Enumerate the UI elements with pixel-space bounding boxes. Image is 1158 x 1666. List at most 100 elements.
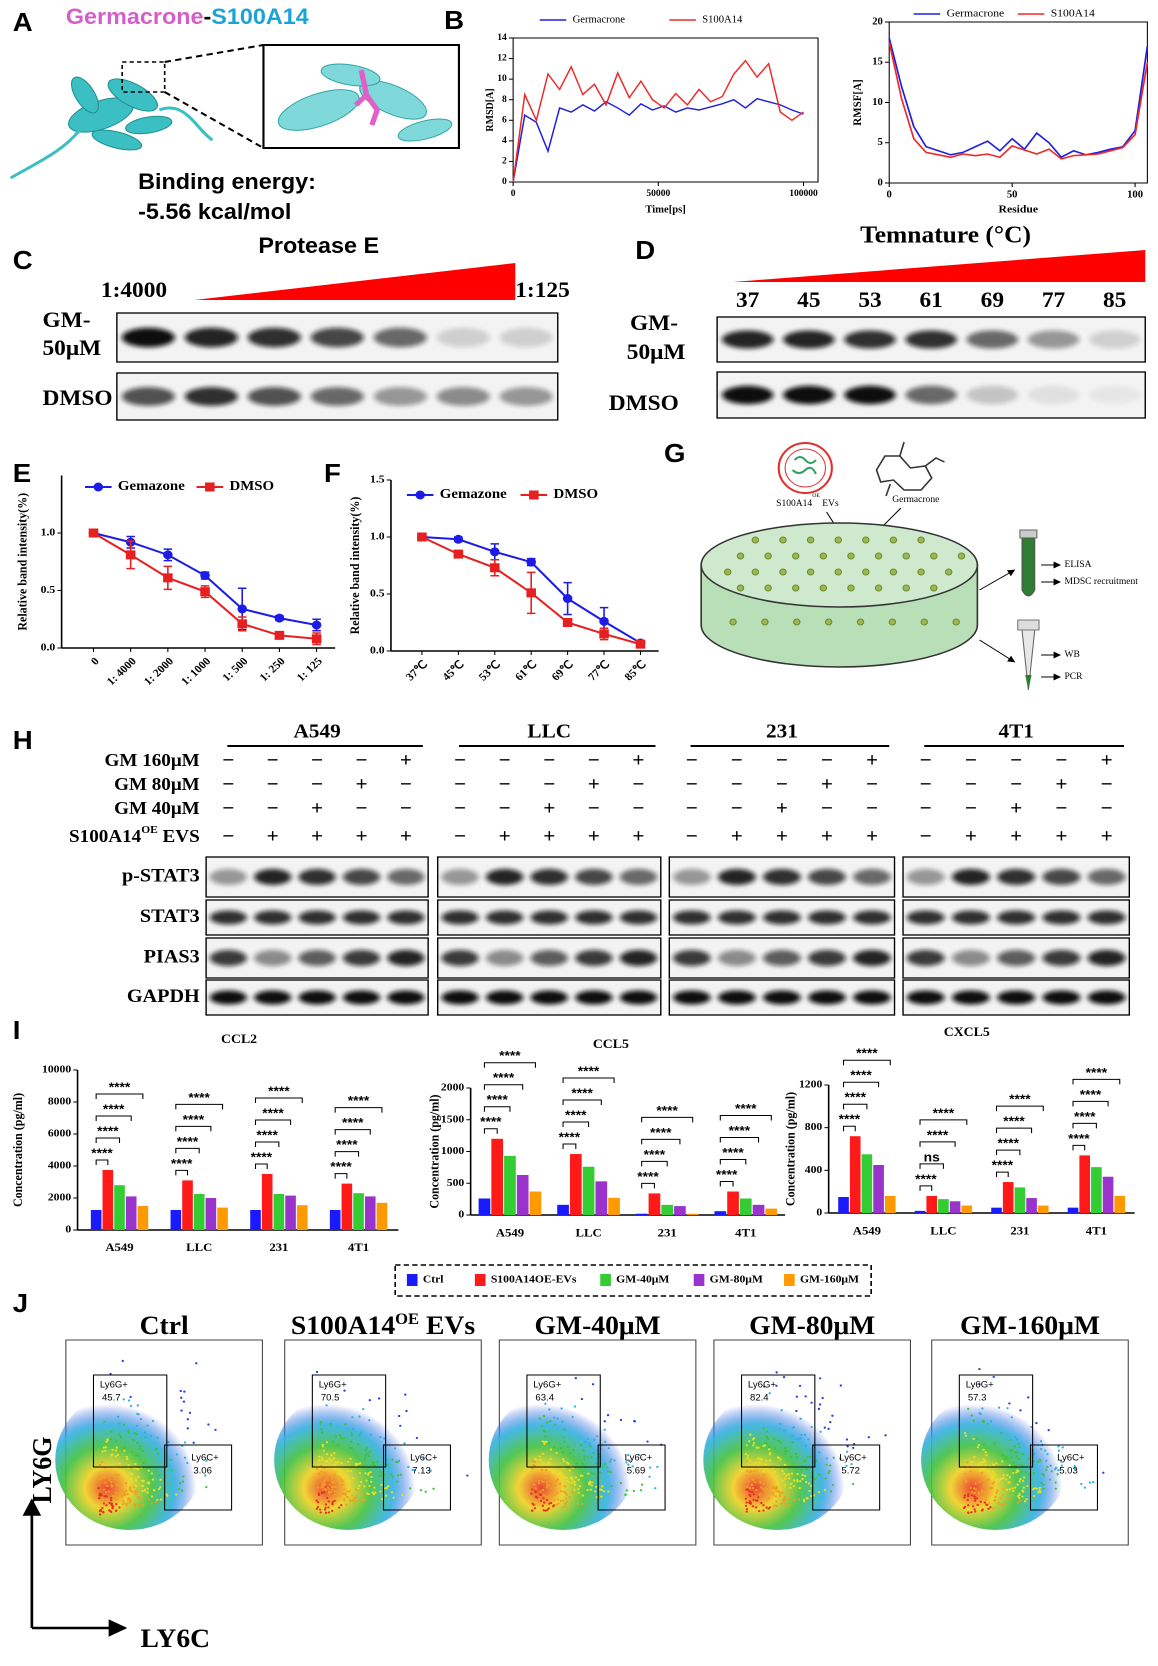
cell (847, 584, 855, 592)
flow-dot (548, 1468, 551, 1472)
flow-dot (609, 1470, 612, 1474)
flow-dot (792, 1485, 796, 1488)
blot-band (342, 990, 381, 1005)
flow-dot (118, 1506, 121, 1509)
gate-ly6c (164, 1444, 233, 1511)
flow-dot (810, 1472, 813, 1475)
treatment-sign: − (267, 774, 279, 795)
flow-dot (562, 1499, 565, 1502)
treatment-sign: + (821, 826, 833, 847)
x-tick-label: 231 (269, 1240, 288, 1254)
bar (557, 1204, 569, 1215)
flow-dot (323, 1508, 327, 1511)
flow-dot (972, 1487, 976, 1490)
flow-dot (315, 1370, 319, 1374)
flow-dot (544, 1402, 547, 1405)
flow-dot (825, 1463, 828, 1466)
flow-dot (595, 1462, 598, 1465)
significance-label: **** (499, 1049, 521, 1064)
flow-dot (648, 1475, 651, 1478)
flow-dot (105, 1504, 108, 1507)
flow-dot (987, 1507, 990, 1510)
flow-dot (773, 1470, 777, 1473)
flow-dot (1016, 1495, 1020, 1498)
legend-marker (205, 482, 215, 492)
flow-dot (758, 1461, 761, 1464)
blot-band (1042, 950, 1081, 966)
significance-label: **** (839, 1112, 861, 1127)
legend-box (394, 1264, 872, 1297)
y-tick-label: 2000 (48, 1192, 72, 1204)
flow-dot (543, 1442, 546, 1445)
flow-dot (752, 1493, 755, 1496)
flow-dot (602, 1490, 606, 1493)
flow-dot (772, 1493, 775, 1496)
flow-dot (345, 1503, 348, 1506)
gate-ly6g (958, 1374, 1034, 1468)
flow-dot (204, 1474, 207, 1477)
gate-ly6c (382, 1444, 451, 1511)
y-tick-label: 6000 (48, 1128, 72, 1140)
gate-value: 45.7 (102, 1393, 121, 1403)
flow-dot (422, 1457, 425, 1460)
x-tick-label: LLC (186, 1240, 212, 1254)
flow-dot (135, 1424, 139, 1427)
flow-dot (795, 1409, 798, 1413)
flow-dot (839, 1384, 842, 1387)
cell (761, 618, 769, 626)
treatment-sign: − (776, 774, 788, 795)
flow-dot (379, 1436, 382, 1439)
treatment-label: GM 80μM (114, 775, 200, 795)
flow-dot (391, 1475, 394, 1478)
flow-dot (319, 1422, 322, 1425)
flow-dot (979, 1496, 983, 1499)
significance-bracket (641, 1138, 681, 1145)
flow-dot (355, 1494, 358, 1497)
flow-dot (325, 1453, 329, 1456)
y-axis-label: RMSD[A] (485, 88, 496, 131)
flow-dot (1073, 1464, 1076, 1468)
treatment-sign: − (965, 750, 977, 771)
flow-dot (823, 1426, 826, 1429)
flow-dot (335, 1479, 339, 1483)
legend-label: Gemazone (118, 479, 185, 495)
flow-dot (978, 1480, 981, 1483)
panel-a-title-part: S100A14 (211, 3, 309, 28)
flow-dot (1012, 1471, 1015, 1475)
flow-dot (165, 1493, 168, 1496)
flow-dot (118, 1422, 121, 1425)
treatment-sign: − (355, 798, 367, 819)
panel-c-title: Protease E (258, 232, 379, 257)
flow-dot (762, 1509, 765, 1512)
flow-dot (1046, 1453, 1049, 1456)
blot-band (441, 990, 479, 1005)
flow-dot (1054, 1481, 1057, 1484)
flow-dot (851, 1482, 855, 1485)
flow-dot (183, 1456, 187, 1459)
treatment-sign: + (821, 774, 833, 795)
flow-dot (581, 1494, 585, 1497)
flow-dot (343, 1389, 346, 1392)
flow-dot (370, 1475, 373, 1479)
flow-dot (966, 1511, 970, 1514)
flow-dot (540, 1425, 544, 1428)
bar (182, 1180, 193, 1230)
x-tick-label: 77℃ (586, 659, 612, 684)
flow-dot (758, 1492, 762, 1496)
flow-dot (974, 1510, 977, 1513)
flow-dot (595, 1435, 599, 1438)
x-axis-label: Time[ps] (645, 205, 685, 216)
flow-dot (1006, 1407, 1009, 1410)
y-tick-label: 2 (502, 157, 507, 167)
data-marker (635, 639, 646, 649)
treatment-sign: − (311, 774, 323, 795)
gate-label: Ly6G+ (100, 1380, 128, 1390)
flow-dot (1049, 1464, 1052, 1467)
flow-dot (150, 1495, 154, 1498)
flow-dot (754, 1506, 758, 1509)
flow-dot (411, 1468, 414, 1472)
zoom-lines (164, 44, 265, 149)
flow-dot (357, 1487, 360, 1490)
bar (364, 1196, 376, 1230)
blot-band (209, 910, 247, 925)
